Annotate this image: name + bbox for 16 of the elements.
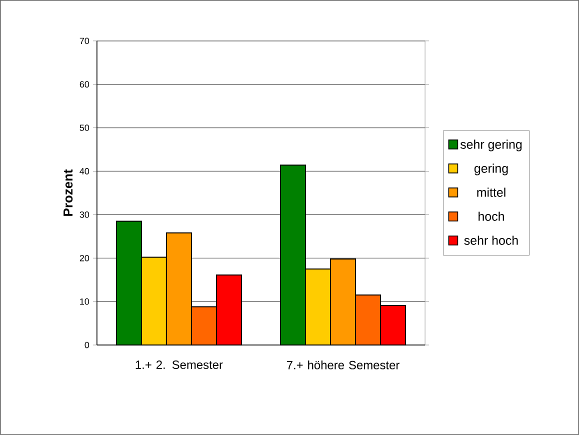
y-tick-label: 60	[80, 81, 90, 88]
legend-label: hoch	[478, 212, 504, 221]
y-tick-label: 40	[80, 168, 90, 174]
legend-label: mittel	[477, 188, 506, 197]
legend-label: gering	[474, 164, 508, 176]
legend-label: sehr hoch	[464, 236, 518, 245]
y-axis-title: Prozent	[64, 169, 73, 216]
y-tick-label: 50	[80, 124, 90, 131]
y-tick-label: 0	[84, 342, 90, 348]
y-tick-label: 10	[80, 298, 90, 305]
y-tick-label: 20	[80, 254, 90, 262]
y-tick-label: 30	[80, 212, 90, 218]
y-tick-label: 70	[80, 38, 90, 44]
x-tick-label: 7.+ höhere Semester	[286, 360, 400, 370]
x-tick-label: 1.+ 2. Semester	[136, 360, 223, 370]
legend-label: sehr gering	[460, 140, 522, 152]
